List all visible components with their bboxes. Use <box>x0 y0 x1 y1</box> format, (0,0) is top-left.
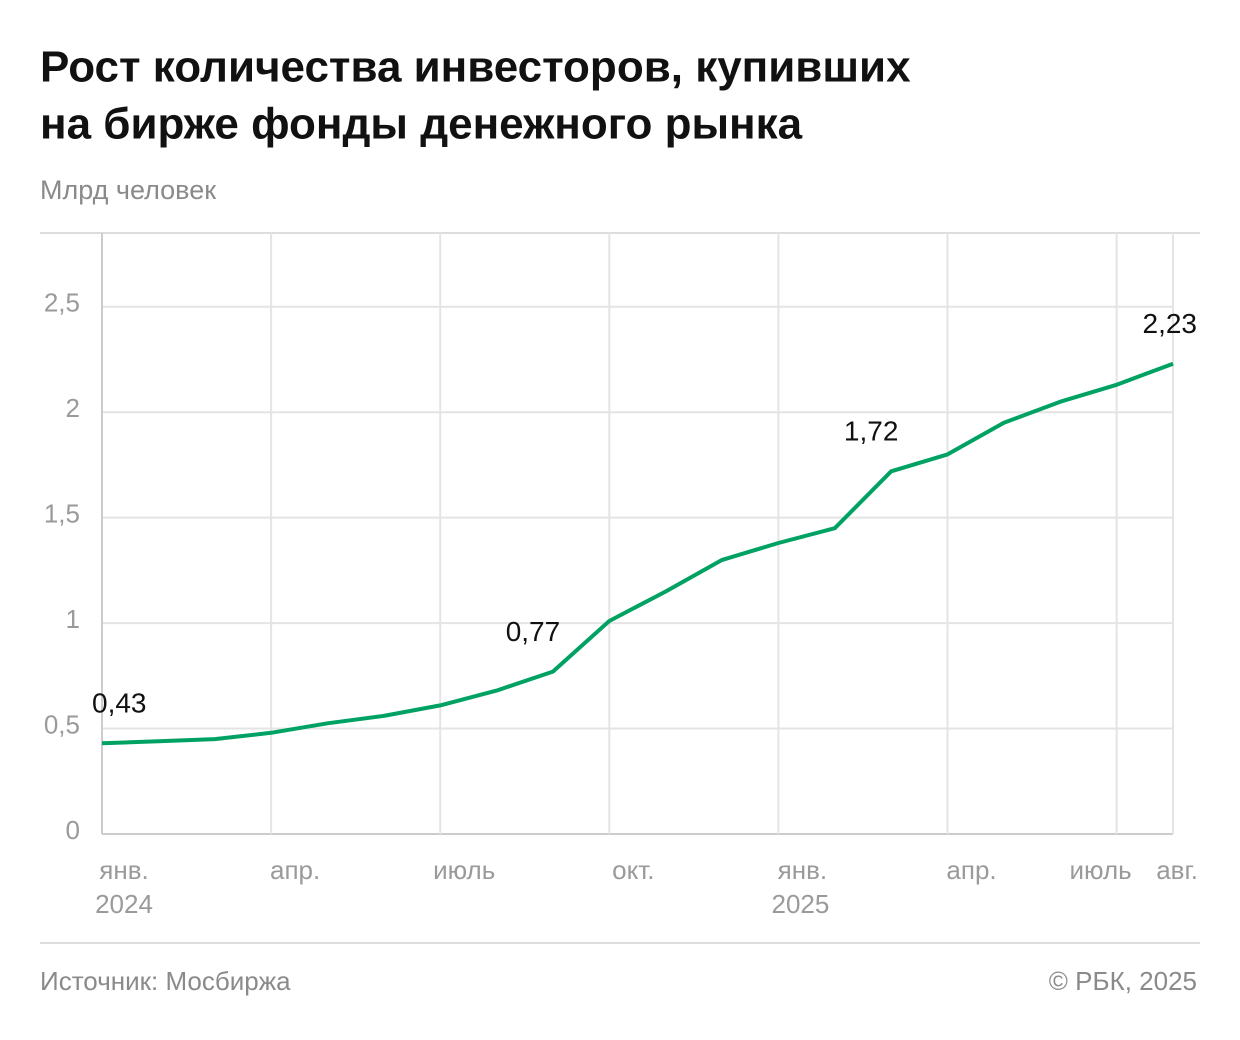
y-tick-label: 2 <box>66 393 80 423</box>
value-label: 0,77 <box>506 616 561 647</box>
y-tick-label: 2,5 <box>44 288 80 318</box>
source: Источник: Мосбиржа <box>40 966 291 996</box>
value-label: 0,43 <box>92 688 147 719</box>
x-tick-label: окт. <box>612 855 654 885</box>
y-tick-label: 0,5 <box>44 709 80 739</box>
x-year-label: 2025 <box>771 889 829 919</box>
y-tick-label: 1,5 <box>44 499 80 529</box>
subtitle: Млрд человек <box>40 175 216 205</box>
chart-title: на бирже фонды денежного рынка <box>40 100 803 149</box>
x-tick-label: июль <box>433 855 495 885</box>
value-label: 1,72 <box>844 416 899 447</box>
x-tick-label: апр. <box>946 855 996 885</box>
x-tick-label: янв. <box>99 855 148 885</box>
x-tick-label: апр. <box>270 855 320 885</box>
value-label: 2,23 <box>1143 308 1198 339</box>
line <box>101 361 1174 746</box>
x-tick-label: янв. <box>778 855 827 885</box>
x-tick-label: авг. <box>1156 855 1198 885</box>
chart-title: Рост количества инвесторов, купивших <box>40 43 911 92</box>
x-year-label: 2024 <box>95 889 153 919</box>
copyright: © РБК, 2025 <box>1049 966 1197 996</box>
y-tick-label: 1 <box>66 604 80 634</box>
y-tick-label: 0 <box>66 815 80 845</box>
x-tick-label: июль <box>1070 855 1132 885</box>
